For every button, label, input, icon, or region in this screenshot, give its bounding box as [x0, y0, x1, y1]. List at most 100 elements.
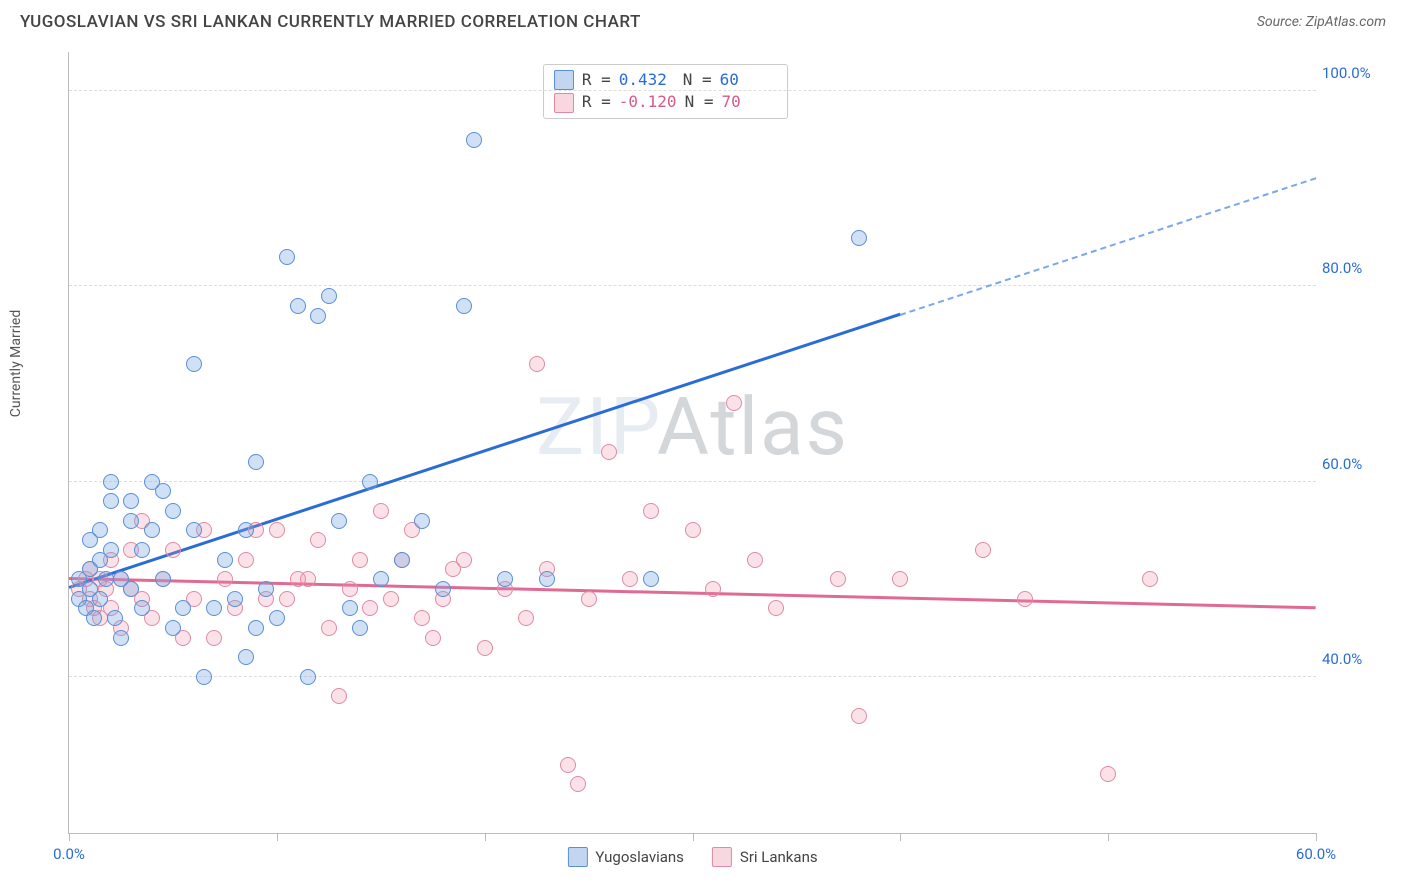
data-point [477, 640, 493, 656]
data-point [456, 298, 472, 314]
gridline [69, 676, 1316, 677]
data-point [300, 571, 316, 587]
data-point [342, 581, 358, 597]
data-point [643, 503, 659, 519]
data-point [165, 542, 181, 558]
gridline [69, 481, 1316, 482]
data-point [705, 581, 721, 597]
data-point [103, 493, 119, 509]
data-point [497, 571, 513, 587]
data-point [342, 600, 358, 616]
legend-item-yugoslavians: Yugoslavians [567, 847, 684, 867]
data-point [196, 669, 212, 685]
data-point [269, 610, 285, 626]
data-point [103, 474, 119, 490]
y-axis-label: Currently Married [8, 310, 24, 417]
data-point [352, 552, 368, 568]
data-point [238, 649, 254, 665]
data-point [248, 620, 264, 636]
swatch-blue [554, 70, 574, 90]
data-point [123, 513, 139, 529]
data-point [92, 522, 108, 538]
data-point [747, 552, 763, 568]
data-point [425, 630, 441, 646]
data-point [373, 503, 389, 519]
x-tick [1316, 833, 1317, 841]
y-tick-label: 40.0% [1322, 650, 1380, 668]
data-point [456, 552, 472, 568]
data-point [290, 298, 306, 314]
data-point [622, 571, 638, 587]
x-tick [1108, 833, 1109, 841]
data-point [362, 474, 378, 490]
x-tick [485, 833, 486, 841]
data-point [394, 552, 410, 568]
data-point [269, 522, 285, 538]
data-point [186, 522, 202, 538]
data-point [279, 249, 295, 265]
source-attribution: Source: ZipAtlas.com [1257, 14, 1386, 30]
data-point [383, 591, 399, 607]
data-point [217, 571, 233, 587]
x-tick [693, 833, 694, 841]
data-point [373, 571, 389, 587]
data-point [155, 483, 171, 499]
swatch-pink [712, 847, 732, 867]
data-point [103, 542, 119, 558]
data-point [175, 600, 191, 616]
data-point [134, 542, 150, 558]
chart-container: Currently Married ZIPAtlas R = 0.432 N =… [20, 44, 1386, 882]
data-point [975, 542, 991, 558]
data-point [560, 757, 576, 773]
data-point [144, 522, 160, 538]
plot-area: ZIPAtlas R = 0.432 N = 60 R = -0.120 N =… [68, 52, 1316, 834]
swatch-pink [554, 93, 574, 113]
watermark: ZIPAtlas [536, 380, 849, 474]
data-point [601, 444, 617, 460]
stats-row-yugoslavians: R = 0.432 N = 60 [554, 69, 778, 91]
data-point [768, 600, 784, 616]
series-legend: Yugoslavians Sri Lankans [567, 847, 817, 867]
data-point [206, 600, 222, 616]
data-point [581, 591, 597, 607]
data-point [518, 610, 534, 626]
data-point [1100, 766, 1116, 782]
data-point [92, 591, 108, 607]
data-point [165, 503, 181, 519]
data-point [892, 571, 908, 587]
data-point [238, 552, 254, 568]
data-point [851, 708, 867, 724]
data-point [362, 600, 378, 616]
x-tick [69, 833, 70, 841]
gridline [69, 90, 1316, 91]
x-tick [277, 833, 278, 841]
trendline [900, 177, 1316, 316]
data-point [414, 610, 430, 626]
data-point [217, 552, 233, 568]
data-point [86, 610, 102, 626]
data-point [830, 571, 846, 587]
data-point [123, 581, 139, 597]
data-point [726, 395, 742, 411]
data-point [435, 581, 451, 597]
data-point [134, 600, 150, 616]
y-tick-label: 60.0% [1322, 455, 1380, 473]
data-point [352, 620, 368, 636]
data-point [539, 571, 555, 587]
data-point [1017, 591, 1033, 607]
data-point [123, 493, 139, 509]
data-point [279, 591, 295, 607]
data-point [310, 308, 326, 324]
data-point [238, 522, 254, 538]
data-point [570, 776, 586, 792]
data-point [321, 620, 337, 636]
data-point [113, 630, 129, 646]
x-tick-label: 60.0% [1296, 845, 1336, 863]
data-point [851, 230, 867, 246]
y-tick-label: 100.0% [1322, 64, 1380, 82]
x-tick-label: 0.0% [53, 845, 85, 863]
legend-item-srilankans: Sri Lankans [712, 847, 818, 867]
y-tick-label: 80.0% [1322, 259, 1380, 277]
data-point [258, 581, 274, 597]
swatch-blue [567, 847, 587, 867]
